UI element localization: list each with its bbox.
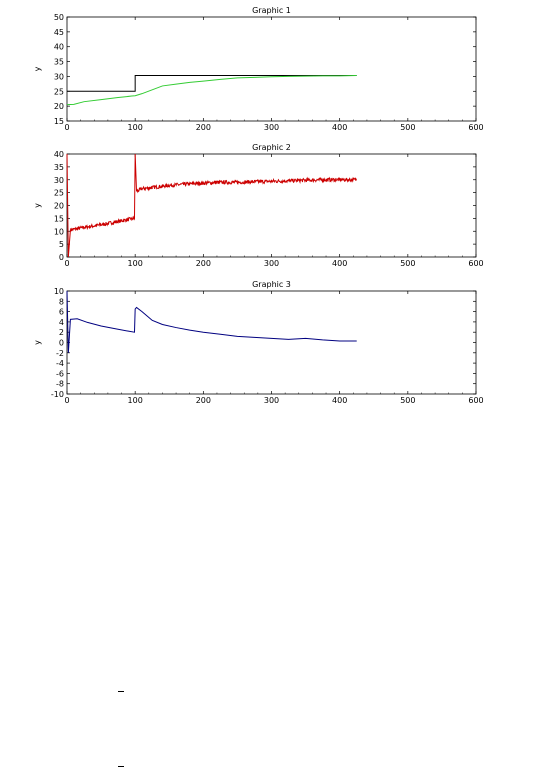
- x-tick-label: 100: [128, 396, 143, 405]
- stray-dash-mark: [118, 691, 124, 692]
- plot-frame: [66, 153, 477, 258]
- x-tick-label: 500: [400, 396, 415, 405]
- x-tick-label: 200: [196, 123, 211, 132]
- y-tick-label: 40: [54, 150, 64, 159]
- x-tick-label: 200: [196, 396, 211, 405]
- x-tick-label: 400: [332, 123, 347, 132]
- y-tick-label: 0: [59, 253, 64, 262]
- y-tick-label: 45: [54, 28, 64, 37]
- x-tick-label: 400: [332, 396, 347, 405]
- y-tick-label: 5: [59, 240, 64, 249]
- y-axis-label: y: [33, 203, 42, 208]
- y-tick-label: 20: [54, 202, 64, 211]
- x-tick-label: 100: [128, 259, 143, 268]
- x-tick-label: 300: [264, 123, 279, 132]
- chart-title: Graphic 3: [252, 280, 291, 289]
- x-tick-label: 0: [64, 259, 69, 268]
- x-tick-label: 400: [332, 259, 347, 268]
- figure: Graphic 1y0 100 200 300 400 500 60015202530354…: [33, 6, 484, 405]
- y-tick-label: 40: [54, 43, 64, 52]
- series-line: [67, 75, 357, 92]
- y-tick-label: -6: [56, 369, 64, 378]
- y-tick-label: 8: [59, 297, 64, 306]
- stray-dash-mark: [118, 766, 124, 767]
- x-tick-label: 0: [64, 396, 69, 405]
- y-tick-label: 10: [54, 227, 64, 236]
- series-line: [66, 153, 357, 258]
- x-tick-label: 200: [196, 259, 211, 268]
- series-line: [66, 290, 357, 353]
- chart-title: Graphic 2: [252, 143, 291, 152]
- x-tick-label: 500: [400, 259, 415, 268]
- series-line: [66, 75, 357, 106]
- y-tick-label: 25: [54, 87, 64, 96]
- x-tick-label: 600: [468, 396, 483, 405]
- plot-frame: [66, 16, 477, 122]
- x-tick-label: 600: [468, 123, 483, 132]
- y-tick-label: 20: [54, 102, 64, 111]
- y-axis-label: y: [33, 66, 42, 71]
- y-tick-label: 25: [54, 189, 64, 198]
- y-tick-label: -8: [56, 380, 64, 389]
- x-tick-label: 600: [468, 259, 483, 268]
- y-tick-label: 50: [54, 13, 64, 22]
- y-tick-label: 30: [54, 72, 64, 81]
- x-tick-label: 300: [264, 259, 279, 268]
- y-tick-label: 15: [54, 214, 64, 223]
- y-tick-label: -10: [51, 390, 64, 399]
- y-tick-label: 30: [54, 176, 64, 185]
- x-tick-label: 100: [128, 123, 143, 132]
- y-tick-label: 10: [54, 287, 64, 296]
- y-tick-label: 35: [54, 58, 64, 67]
- y-tick-label: 6: [59, 308, 64, 317]
- y-tick-label: 0: [59, 339, 64, 348]
- y-tick-label: 35: [54, 163, 64, 172]
- x-tick-label: 0: [64, 123, 69, 132]
- chart-title: Graphic 1: [252, 6, 291, 15]
- y-tick-label: 4: [59, 318, 64, 327]
- x-tick-label: 500: [400, 123, 415, 132]
- x-tick-label: 300: [264, 396, 279, 405]
- y-axis-label: y: [33, 340, 42, 345]
- y-tick-label: 2: [59, 328, 64, 337]
- y-tick-label: -4: [56, 359, 64, 368]
- plot-frame: [66, 290, 477, 395]
- y-tick-label: -2: [56, 349, 64, 358]
- y-tick-label: 15: [54, 117, 64, 126]
